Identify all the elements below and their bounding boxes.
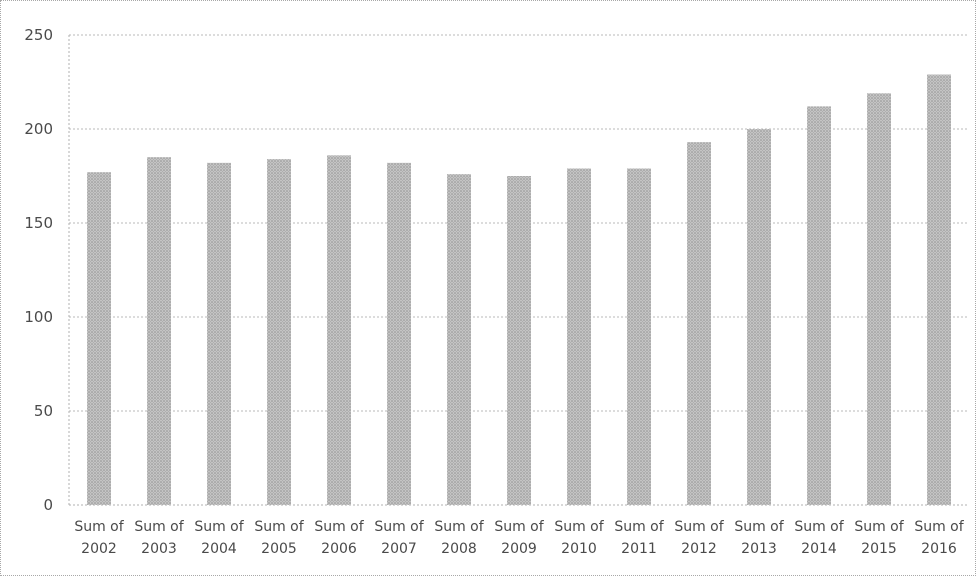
x-tick-label: Sum of	[434, 519, 484, 535]
x-tick-label: 2014	[801, 541, 837, 557]
x-tick-label: 2012	[681, 541, 717, 557]
y-axis-ticks: 0 50 100 150 200 250	[24, 26, 53, 514]
bar-2016	[927, 74, 951, 505]
bar-2009	[507, 176, 531, 505]
x-tick-label: Sum of	[374, 519, 424, 535]
x-tick-label: Sum of	[314, 519, 364, 535]
bar-2014	[807, 106, 831, 505]
x-tick-label: 2015	[861, 541, 897, 557]
x-tick-label: 2008	[441, 541, 477, 557]
x-tick-label: 2007	[381, 541, 417, 557]
bar-2003	[147, 157, 171, 505]
bar-2006	[327, 155, 351, 505]
y-tick-label: 200	[24, 120, 53, 138]
x-tick-label: Sum of	[794, 519, 844, 535]
bar-2007	[387, 162, 411, 505]
x-tick-label: Sum of	[254, 519, 304, 535]
x-axis-labels: Sum of 2002 Sum of 2003 Sum of 2004 Sum of 2005…	[74, 519, 964, 557]
x-tick-label: Sum of	[614, 519, 664, 535]
y-tick-label: 250	[24, 26, 53, 44]
x-tick-label: Sum of	[494, 519, 544, 535]
bar-2004	[207, 162, 231, 505]
y-tick-label: 100	[24, 308, 53, 326]
x-tick-label: 2011	[621, 541, 657, 557]
x-tick-label: 2002	[81, 541, 117, 557]
x-tick-label: 2016	[921, 541, 957, 557]
bars	[87, 74, 951, 506]
bar-2010	[567, 168, 591, 506]
bar-2011	[627, 168, 651, 506]
bar-2008	[447, 174, 471, 505]
bar-2005	[267, 159, 291, 505]
x-tick-label: 2006	[321, 541, 357, 557]
y-tick-label: 0	[43, 496, 53, 514]
x-tick-label: 2004	[201, 541, 237, 557]
y-tick-label: 50	[34, 402, 53, 420]
bar-2015	[867, 93, 891, 505]
x-tick-label: Sum of	[674, 519, 724, 535]
bar-2002	[87, 172, 111, 506]
x-tick-label: 2005	[261, 541, 297, 557]
x-tick-label: 2010	[561, 541, 597, 557]
y-tick-label: 150	[24, 214, 53, 232]
x-tick-label: 2003	[141, 541, 177, 557]
x-tick-label: 2013	[741, 541, 777, 557]
x-tick-label: Sum of	[74, 519, 124, 535]
x-tick-label: Sum of	[734, 519, 784, 535]
x-tick-label: Sum of	[854, 519, 904, 535]
x-tick-label: Sum of	[134, 519, 184, 535]
x-tick-label: 2009	[501, 541, 537, 557]
x-tick-label: Sum of	[554, 519, 604, 535]
x-tick-label: Sum of	[914, 519, 964, 535]
bar-2012	[687, 142, 711, 505]
x-tick-label: Sum of	[194, 519, 244, 535]
bar-2013	[747, 129, 771, 505]
